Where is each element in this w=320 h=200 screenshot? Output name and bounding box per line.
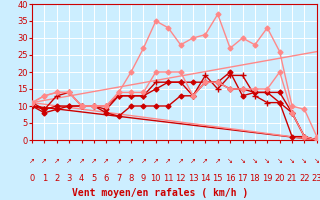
Text: ↘: ↘ [240,158,245,164]
Text: 14: 14 [200,174,211,183]
Text: 2: 2 [54,174,60,183]
Text: 1: 1 [42,174,47,183]
Text: 23: 23 [311,174,320,183]
Text: 3: 3 [67,174,72,183]
Text: ↗: ↗ [178,158,184,164]
Text: ↗: ↗ [91,158,97,164]
Text: ↗: ↗ [128,158,134,164]
Text: 16: 16 [225,174,236,183]
Text: ↘: ↘ [277,158,283,164]
Text: 20: 20 [275,174,285,183]
Text: 10: 10 [151,174,161,183]
Text: 6: 6 [104,174,109,183]
Text: ↗: ↗ [103,158,109,164]
Text: ↗: ↗ [66,158,72,164]
Text: 22: 22 [299,174,310,183]
Text: ↗: ↗ [54,158,60,164]
Text: ↗: ↗ [42,158,47,164]
Text: ↗: ↗ [215,158,221,164]
Text: ↗: ↗ [203,158,208,164]
Text: 8: 8 [128,174,134,183]
Text: 0: 0 [29,174,35,183]
Text: ↘: ↘ [289,158,295,164]
Text: Vent moyen/en rafales ( km/h ): Vent moyen/en rafales ( km/h ) [72,188,248,198]
Text: ↗: ↗ [140,158,146,164]
Text: 12: 12 [175,174,186,183]
Text: 21: 21 [287,174,297,183]
Text: 4: 4 [79,174,84,183]
Text: ↘: ↘ [252,158,258,164]
Text: ↗: ↗ [29,158,35,164]
Text: ↘: ↘ [227,158,233,164]
Text: 19: 19 [262,174,273,183]
Text: 11: 11 [163,174,173,183]
Text: ↗: ↗ [165,158,171,164]
Text: 13: 13 [188,174,198,183]
Text: ↗: ↗ [116,158,122,164]
Text: ↗: ↗ [79,158,84,164]
Text: ↘: ↘ [301,158,307,164]
Text: 15: 15 [212,174,223,183]
Text: 9: 9 [141,174,146,183]
Text: ↘: ↘ [264,158,270,164]
Text: 5: 5 [91,174,97,183]
Text: 17: 17 [237,174,248,183]
Text: ↗: ↗ [153,158,159,164]
Text: 18: 18 [250,174,260,183]
Text: 7: 7 [116,174,121,183]
Text: ↗: ↗ [190,158,196,164]
Text: ↘: ↘ [314,158,320,164]
